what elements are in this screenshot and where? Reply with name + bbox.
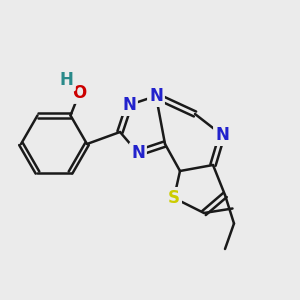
Text: N: N [215, 126, 229, 144]
Text: N: N [131, 144, 145, 162]
Text: O: O [72, 84, 87, 102]
Text: N: N [149, 87, 163, 105]
Text: N: N [122, 96, 136, 114]
Text: H: H [60, 71, 74, 89]
Text: S: S [168, 189, 180, 207]
